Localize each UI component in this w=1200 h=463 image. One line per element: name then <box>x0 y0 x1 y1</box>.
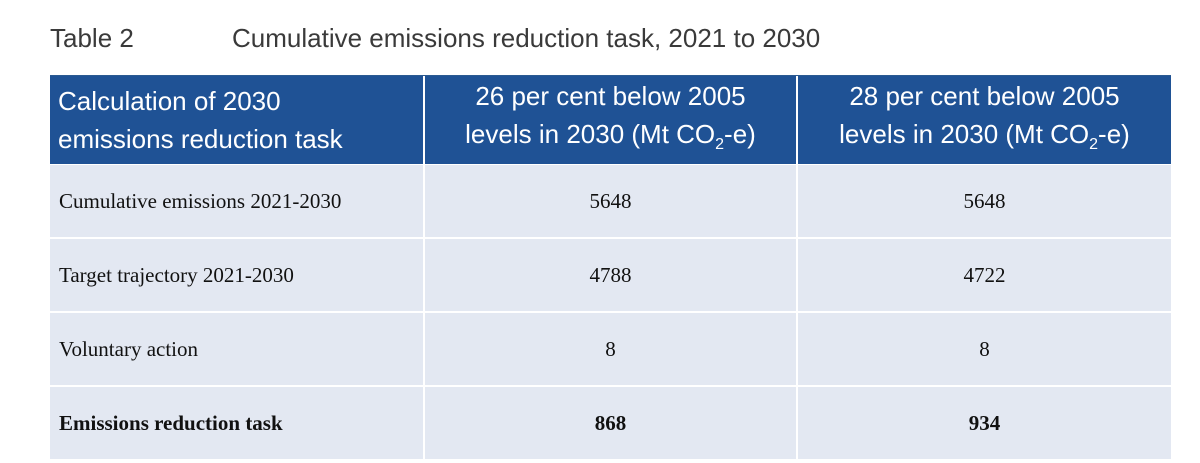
table-header-row: Calculation of 2030 emissions reduction … <box>50 76 1171 165</box>
header-26-per-cent: 26 per cent below 2005 levels in 2030 (M… <box>423 76 796 164</box>
header-calculation: Calculation of 2030 emissions reduction … <box>50 76 423 164</box>
row-label: Cumulative emissions 2021-2030 <box>59 188 342 213</box>
value-26: 868 <box>423 387 796 459</box>
value-28: 934 <box>796 387 1171 459</box>
header-28-line-1: 28 per cent below 2005 <box>849 80 1120 111</box>
table-caption: Table 2 Cumulative emissions reduction t… <box>50 18 820 58</box>
value-28: 5648 <box>796 165 1171 237</box>
table-number: Table 2 <box>50 22 134 53</box>
header-26-line-1: 26 per cent below 2005 <box>475 80 746 111</box>
value-26: 5648 <box>423 165 796 237</box>
value-28: 4722 <box>796 239 1171 311</box>
header-calculation-line-2: emissions reduction task <box>58 124 343 154</box>
row-label: Voluntary action <box>59 336 199 361</box>
emissions-table: Calculation of 2030 emissions reduction … <box>50 75 1171 459</box>
table-title: Cumulative emissions reduction task, 202… <box>232 22 821 53</box>
table-row: Cumulative emissions 2021-2030 5648 5648 <box>50 165 1171 239</box>
table-row: Target trajectory 2021-2030 4788 4722 <box>50 239 1171 313</box>
row-label: Target trajectory 2021-2030 <box>59 262 294 287</box>
header-calculation-line-1: Calculation of 2030 <box>58 86 281 116</box>
value-26: 8 <box>423 313 796 385</box>
table-row: Voluntary action 8 8 <box>50 313 1171 387</box>
value-26: 4788 <box>423 239 796 311</box>
header-28-line-2: levels in 2030 (Mt CO2-e) <box>839 118 1130 153</box>
header-26-line-2: levels in 2030 (Mt CO2-e) <box>465 118 756 153</box>
header-28-per-cent: 28 per cent below 2005 levels in 2030 (M… <box>796 76 1171 164</box>
value-28: 8 <box>796 313 1171 385</box>
row-label: Emissions reduction task <box>59 410 283 435</box>
table-row-total: Emissions reduction task 868 934 <box>50 387 1171 459</box>
